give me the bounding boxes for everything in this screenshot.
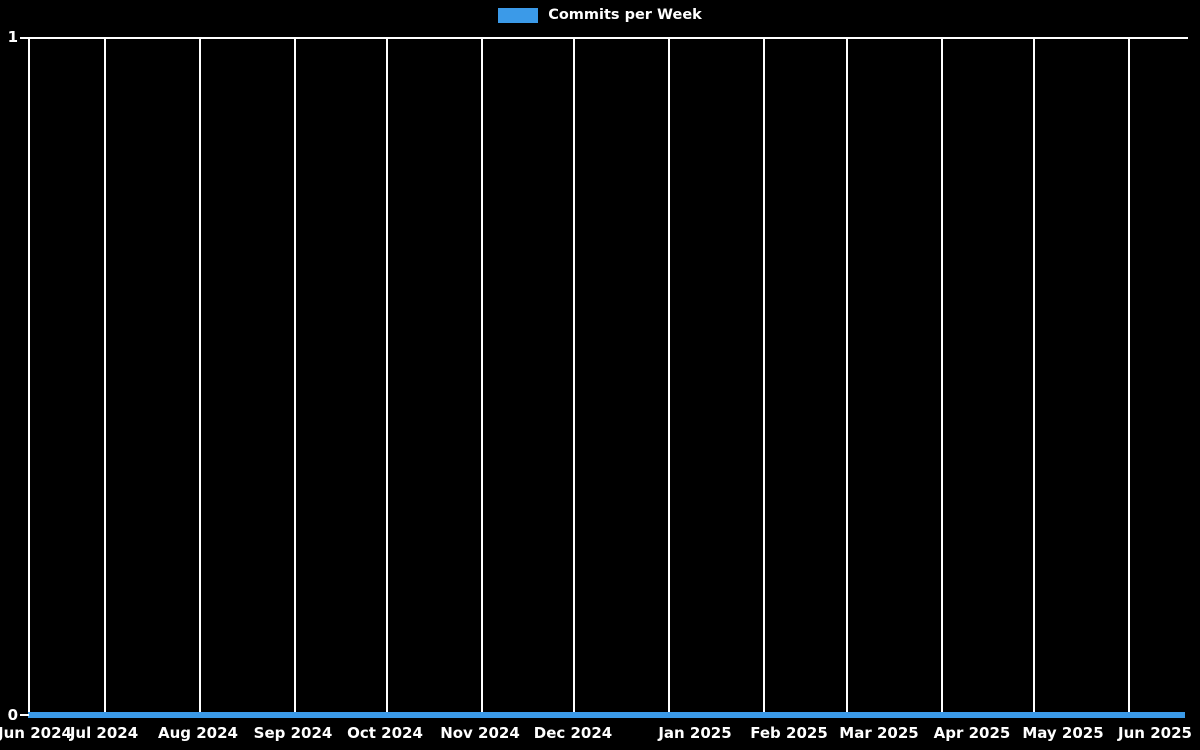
top-axis-line — [28, 37, 1188, 39]
gridline-jun-2024 — [28, 37, 30, 715]
gridline-jul-2024 — [104, 37, 106, 715]
gridline-sep-2024 — [294, 37, 296, 715]
legend-entry-commits-per-week[interactable]: Commits per Week — [498, 6, 702, 23]
x-tick-label-oct-2024: Oct 2024 — [347, 724, 423, 742]
x-tick-label-jan-2025: Jan 2025 — [658, 724, 732, 742]
x-tick-label-apr-2025: Apr 2025 — [933, 724, 1011, 742]
gridline-dec-2024 — [573, 37, 575, 715]
x-tick-label-feb-2025: Feb 2025 — [750, 724, 828, 742]
legend-label-commits-per-week: Commits per Week — [548, 6, 702, 23]
gridline-jun-2025 — [1128, 37, 1130, 715]
x-axis: Jun 2024 Jul 2024 Aug 2024 Sep 2024 Oct 2024… — [0, 726, 1200, 750]
legend-swatch-commits-per-week — [498, 7, 539, 23]
plot-area — [28, 37, 1188, 715]
x-tick-label-nov-2024: Nov 2024 — [440, 724, 520, 742]
y-tick-mark-1 — [20, 37, 29, 39]
gridline-may-2025 — [1033, 37, 1035, 715]
x-tick-label-jun-2025: Jun 2025 — [1118, 724, 1192, 742]
y-axis: 1 0 — [0, 0, 29, 750]
y-tick-label-1: 1 — [7, 28, 18, 46]
x-tick-label-aug-2024: Aug 2024 — [158, 724, 238, 742]
gridline-oct-2024 — [386, 37, 388, 715]
x-tick-label-mar-2025: Mar 2025 — [839, 724, 919, 742]
series-line-commits-per-week — [28, 712, 1185, 718]
x-tick-label-sep-2024: Sep 2024 — [253, 724, 333, 742]
y-tick-label-0: 0 — [7, 706, 18, 724]
x-tick-label-jul-2024: Jul 2024 — [69, 724, 139, 742]
gridline-nov-2024 — [481, 37, 483, 715]
x-tick-label-jun-2024: Jun 2024 — [0, 724, 72, 742]
gridline-jan-2025 — [668, 37, 670, 715]
gridline-feb-2025 — [763, 37, 765, 715]
y-tick-mark-0 — [20, 714, 29, 716]
x-tick-label-may-2025: May 2025 — [1022, 724, 1104, 742]
chart-legend: Commits per Week — [0, 0, 1200, 30]
gridline-apr-2025 — [941, 37, 943, 715]
gridline-aug-2024 — [199, 37, 201, 715]
gridline-mar-2025 — [846, 37, 848, 715]
x-tick-label-dec-2024: Dec 2024 — [533, 724, 613, 742]
